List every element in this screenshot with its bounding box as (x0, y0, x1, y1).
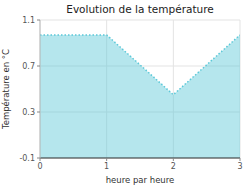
x-axis (40, 158, 240, 159)
y-tick (37, 112, 40, 113)
y-label: Température en °C (1, 49, 11, 130)
area (40, 35, 240, 158)
x-tick-label: 3 (237, 162, 242, 171)
grid-line-y (40, 158, 240, 159)
plot-area (40, 35, 240, 158)
title: Evolution de la température (66, 3, 213, 15)
y-tick-label: 1.1 (22, 16, 35, 25)
x-tick-label: 1 (104, 162, 109, 171)
x-tick (173, 158, 174, 161)
y-tick-label: 0.7 (22, 62, 35, 71)
chart: 0 1 2 3 -0.1 0.3 0.7 1.1 Evolution de la tempéra… (0, 0, 250, 188)
y-tick-label: 0.3 (22, 108, 35, 117)
grid-line-y (40, 20, 240, 21)
x-tick (240, 158, 241, 161)
y-tick (37, 158, 40, 159)
grid-line-x (40, 20, 41, 158)
x-tick-label: 2 (171, 162, 176, 171)
y-tick (37, 20, 40, 21)
chart-container: 0 1 2 3 -0.1 0.3 0.7 1.1 Evolution de la tempéra… (0, 0, 250, 188)
x-label: heure par heure (106, 175, 175, 185)
x-tick-label: 0 (37, 162, 42, 171)
y-tick (37, 66, 40, 67)
y-tick-label: -0.1 (19, 154, 35, 163)
y-axis (40, 20, 41, 158)
line (40, 35, 240, 95)
x-tick (106, 158, 107, 161)
